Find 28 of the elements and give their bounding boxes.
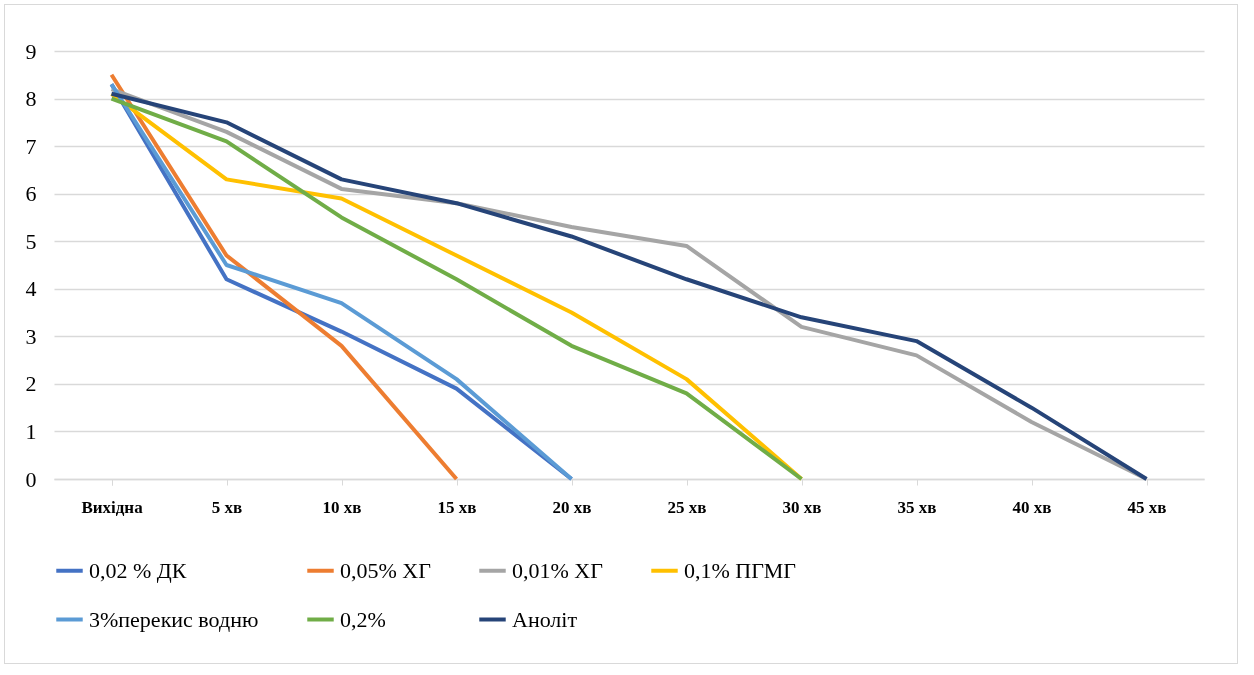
x-tick-label: Вихідна <box>81 497 144 517</box>
legend-label: 0,2% <box>340 606 386 632</box>
legend-label: 0,01% ХГ <box>512 557 604 583</box>
x-tick-label: 45 хв <box>1127 497 1167 517</box>
line-series <box>109 72 459 481</box>
x-tick-label: 25 хв <box>667 497 707 517</box>
y-tick-label: 4 <box>25 276 37 302</box>
legend-label: 0,05% ХГ <box>340 557 432 583</box>
x-tick-label: 40 хв <box>1012 497 1052 517</box>
y-tick-label: 5 <box>25 228 37 254</box>
y-tick-label: 8 <box>25 86 37 112</box>
y-tick-label: 7 <box>25 133 37 159</box>
legend-label: 3%перекис водню <box>89 606 259 632</box>
y-tick-label: 1 <box>25 418 37 444</box>
x-tick-label: 5 хв <box>211 497 243 517</box>
y-tick-label: 9 <box>25 38 37 64</box>
x-tick-label: 10 хв <box>322 497 362 517</box>
y-tick-label: 0 <box>25 466 37 492</box>
y-tick-label: 6 <box>25 181 37 207</box>
x-tick-label: 35 хв <box>897 497 937 517</box>
y-tick-label: 2 <box>25 371 37 397</box>
legend-label: Аноліт <box>512 606 578 632</box>
x-tick-label: 15 хв <box>437 497 477 517</box>
y-tick-label: 3 <box>25 323 37 349</box>
x-tick-label: 30 хв <box>782 497 822 517</box>
legend-label: 0,1% ПГМГ <box>684 557 797 583</box>
legend-label: 0,02 % ДК <box>89 557 187 583</box>
x-tick-label: 20 хв <box>552 497 592 517</box>
